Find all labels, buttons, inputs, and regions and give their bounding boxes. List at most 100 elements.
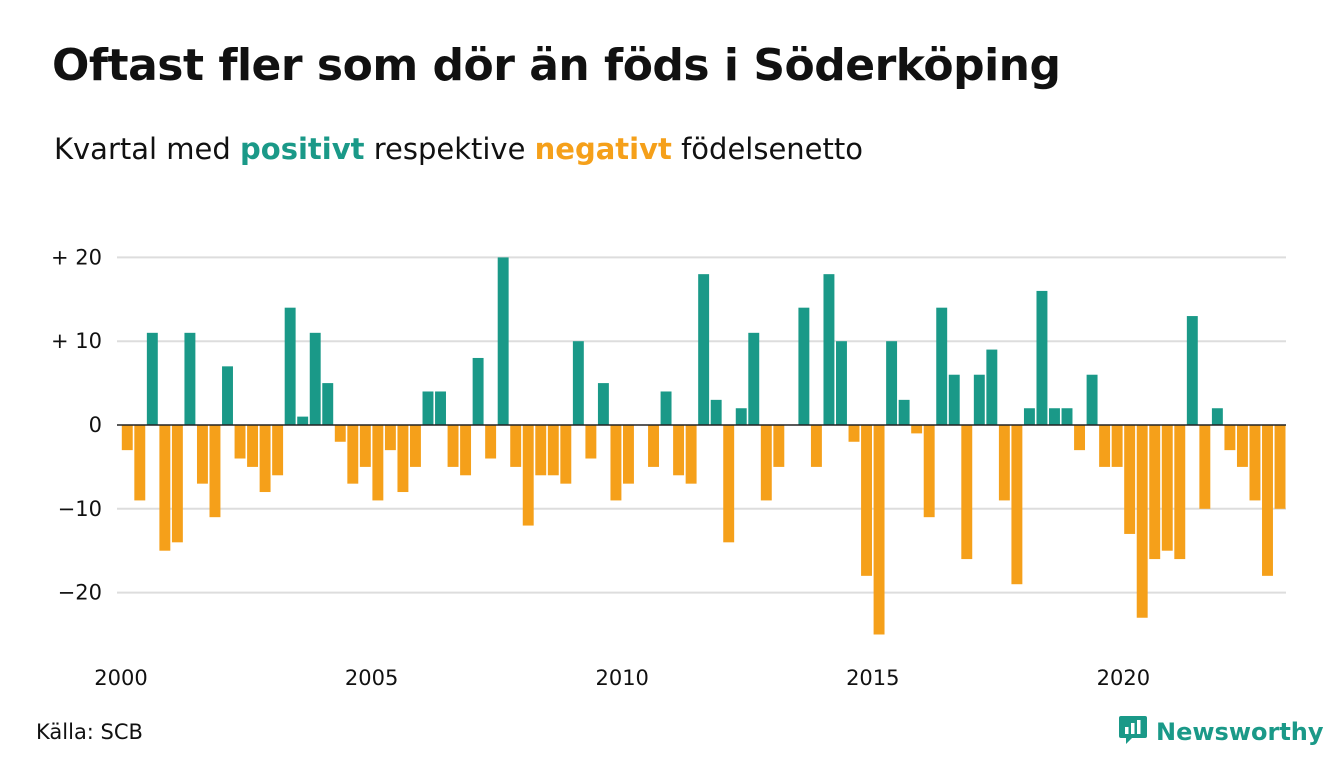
bar-2022-k2 <box>1236 425 1248 467</box>
bar-2000-k3 <box>146 332 158 425</box>
bar-2001-k4 <box>209 425 221 518</box>
bar-2018-k2 <box>1036 290 1048 425</box>
bar-2016-k4 <box>961 425 973 560</box>
bar-2018-k4 <box>1061 408 1073 425</box>
bar-2009-k2 <box>585 425 597 459</box>
bar-2007-k4 <box>510 425 522 467</box>
x-tick-label: 2005 <box>345 666 398 690</box>
bar-2021-k2 <box>1186 316 1198 425</box>
bar-2005-k4 <box>409 425 421 467</box>
bar-2011-k1 <box>673 425 685 476</box>
bar-2017-k1 <box>973 374 985 425</box>
bar-2000-k2 <box>134 425 146 501</box>
bar-2022-k3 <box>1249 425 1261 501</box>
bar-2003-k3 <box>297 416 309 425</box>
bar-2003-k2 <box>284 307 296 425</box>
subtitle-middle: respektive <box>373 132 526 166</box>
bar-2011-k3 <box>698 274 710 425</box>
bar-2005-k3 <box>397 425 409 493</box>
subtitle-negative-word: negativt <box>534 132 672 166</box>
x-axis-ticks: 2000 2005 2010 2015 2020 <box>94 666 1150 690</box>
bar-2004-k1 <box>322 383 334 425</box>
bar-2019-k2 <box>1086 374 1098 425</box>
x-tick-label: 2010 <box>595 666 648 690</box>
bar-2007-k3 <box>497 257 509 425</box>
bar-2004-k3 <box>347 425 359 484</box>
bar-2010-k4 <box>660 391 672 425</box>
bar-2009-k3 <box>597 383 609 425</box>
bar-2015-k2 <box>886 341 898 425</box>
bar-2017-k3 <box>998 425 1010 501</box>
bar-2015-k1 <box>873 425 885 635</box>
newsworthy-logo-icon <box>1118 714 1148 750</box>
x-tick-label: 2020 <box>1097 666 1150 690</box>
bar-2011-k4 <box>710 399 722 425</box>
bar-2014-k3 <box>848 425 860 442</box>
bar-2006-k3 <box>447 425 459 467</box>
bar-2009-k4 <box>610 425 622 501</box>
bar-2014-k1 <box>823 274 835 425</box>
bar-2012-k4 <box>760 425 772 501</box>
newsworthy-logo-text: Newsworthy <box>1156 718 1324 746</box>
y-tick-label: −10 <box>58 497 102 521</box>
bar-2015-k4 <box>911 425 923 434</box>
bar-2005-k1 <box>372 425 384 501</box>
bar-2019-k1 <box>1074 425 1086 451</box>
bar-2018-k3 <box>1049 408 1060 425</box>
bar-2018-k1 <box>1023 408 1035 425</box>
y-tick-label: 0 <box>89 413 102 437</box>
y-tick-label: + 20 <box>51 245 102 269</box>
bar-2013-k4 <box>810 425 822 467</box>
y-tick-label: + 10 <box>51 329 102 353</box>
bar-2005-k2 <box>384 425 396 451</box>
bar-2020-k2 <box>1136 425 1148 618</box>
bar-2007-k2 <box>485 425 497 459</box>
bar-2021-k1 <box>1174 425 1186 560</box>
bar-chart: + 20 + 10 0 −10 −20 2000 2005 2010 2015 2020 <box>51 245 1286 690</box>
bar-2011-k2 <box>685 425 697 484</box>
chart-title: Oftast fler som dör än föds i Söderköpin… <box>52 40 1061 91</box>
y-tick-label: −20 <box>58 581 102 605</box>
bar-2006-k4 <box>460 425 472 476</box>
bar-2008-k3 <box>547 425 559 476</box>
bar-2008-k2 <box>535 425 547 476</box>
bar-2004-k4 <box>359 425 371 467</box>
bar-2017-k4 <box>1011 425 1023 585</box>
bar-2020-k4 <box>1161 425 1173 551</box>
bar-2007-k1 <box>472 357 484 425</box>
bar-2002-k4 <box>259 425 271 493</box>
bar-2016-k2 <box>936 307 948 425</box>
bar-2022-k4 <box>1262 425 1273 576</box>
bar-2014-k4 <box>861 425 872 576</box>
bar-2021-k4 <box>1211 408 1223 425</box>
bar-2016-k3 <box>948 374 960 425</box>
bar-2000-k1 <box>121 425 133 451</box>
bar-2020-k1 <box>1124 425 1136 534</box>
bar-2020-k3 <box>1149 425 1161 560</box>
bar-2021-k3 <box>1199 425 1211 509</box>
bar-2006-k1 <box>422 391 434 425</box>
bar-2004-k2 <box>334 425 346 442</box>
bar-2012-k3 <box>748 332 760 425</box>
subtitle-pre: Kvartal med <box>54 132 231 166</box>
bar-2010-k1 <box>623 425 634 484</box>
bar-2019-k3 <box>1099 425 1111 467</box>
chart-subtitle: Kvartal med positivt respektive negativt… <box>54 132 863 166</box>
bar-2022-k1 <box>1224 425 1236 451</box>
bar-2015-k3 <box>898 399 910 425</box>
bars <box>121 257 1286 635</box>
bar-2013-k1 <box>773 425 785 467</box>
x-tick-label: 2015 <box>846 666 899 690</box>
y-axis-ticks: + 20 + 10 0 −10 −20 <box>51 245 102 604</box>
bar-2006-k2 <box>435 391 446 425</box>
bar-2001-k2 <box>184 332 196 425</box>
bar-2002-k2 <box>234 425 246 459</box>
bar-2008-k1 <box>522 425 534 526</box>
subtitle-positive-word: positivt <box>240 132 365 166</box>
bar-2012-k1 <box>723 425 735 543</box>
bar-2009-k1 <box>572 341 584 425</box>
bar-2019-k4 <box>1111 425 1123 467</box>
bar-2010-k3 <box>648 425 659 467</box>
bar-2002-k1 <box>222 366 233 425</box>
bar-2008-k4 <box>560 425 572 484</box>
